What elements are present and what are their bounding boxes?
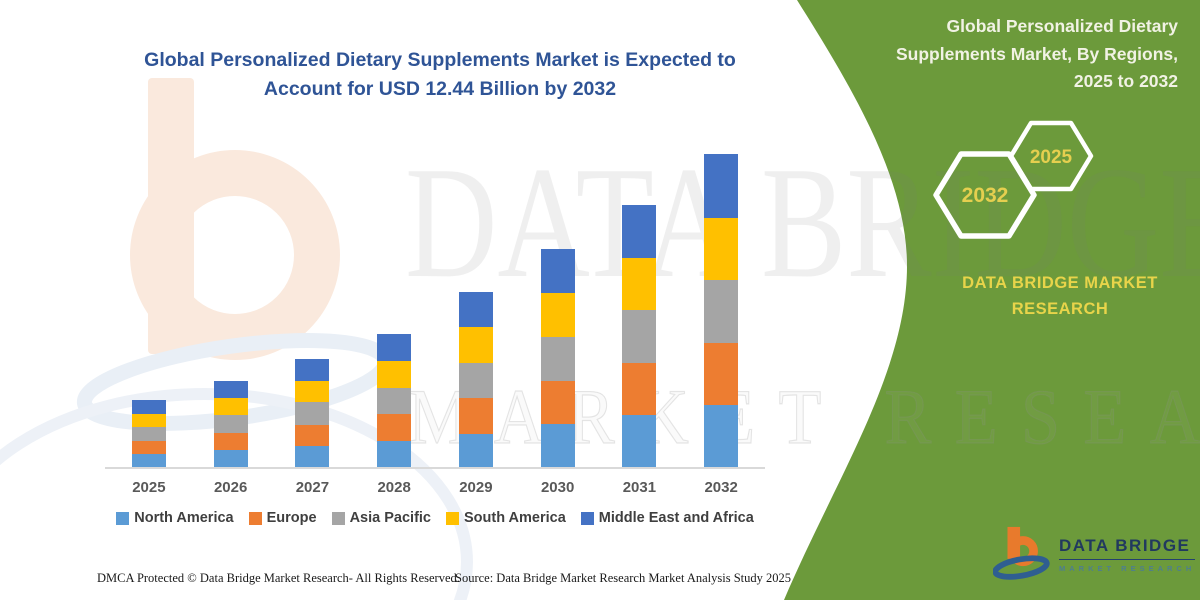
bar-segment [377, 361, 412, 388]
source-note: Source: Data Bridge Market Research Mark… [455, 571, 792, 585]
stacked-bar-2030 [540, 248, 575, 467]
bar-segment [622, 205, 657, 258]
bar-segment [377, 334, 412, 362]
logo-text: DATA BRIDGE MARKET RESEARCH [1059, 536, 1196, 573]
bar-segment [131, 413, 166, 428]
bar-segment [540, 293, 575, 337]
x-axis-line [105, 467, 765, 469]
legend-item: Middle East and Africa [580, 510, 754, 526]
bar-segment [704, 153, 739, 218]
bar-segment [295, 359, 330, 381]
stacked-bar-2028 [377, 334, 412, 467]
bar-segment [213, 380, 248, 399]
bar-segment [622, 363, 657, 415]
bar-segment [377, 441, 412, 467]
legend-label: North America [134, 510, 234, 526]
hexagon-2032-label: 2032 [962, 184, 1009, 207]
side-panel-title: Global Personalized Dietary Supplements … [895, 16, 1178, 91]
hexagon-2025-outline [1008, 120, 1094, 192]
bar-segment [704, 404, 739, 467]
legend-label: Europe [266, 510, 317, 526]
bar-segment [377, 414, 412, 442]
panel-brand-text: DATA BRIDGE MARKET RESEARCH [962, 274, 1158, 318]
bar-segment [704, 342, 739, 405]
bar-segment [704, 280, 739, 343]
legend-item: Europe [248, 510, 317, 526]
bar-segment [458, 433, 493, 467]
x-axis-label: 2028 [377, 479, 411, 496]
x-axis-label: 2031 [622, 479, 657, 496]
bar-segment [622, 414, 657, 467]
bar-segment [131, 453, 166, 467]
x-axis-labels: 2025 2026 2027 2028 2029 2030 2031 2032 [108, 479, 762, 496]
stacked-bar-2027 [295, 359, 330, 467]
stacked-bar-2032 [704, 153, 739, 467]
data-bridge-logo-icon [993, 526, 1050, 580]
bar-segment [622, 257, 657, 311]
bar-segment [540, 380, 575, 425]
x-axis-label: 2029 [459, 479, 493, 496]
chart-title: Global Personalized Dietary Supplements … [144, 49, 736, 100]
green-panel-shape [784, 0, 1200, 600]
x-axis-label: 2025 [132, 479, 166, 496]
bar-segment [213, 432, 248, 450]
logo-tagline: MARKET RESEARCH [1059, 563, 1196, 573]
legend-swatch-icon [580, 511, 594, 525]
hexagon-badges: 2032 2025 [933, 120, 1094, 239]
legend-item: Asia Pacific [331, 510, 431, 526]
bar-segment [458, 327, 493, 363]
legend-item: South America [446, 510, 566, 526]
data-bridge-logo: DATA BRIDGE MARKET RESEARCH [993, 524, 1196, 584]
bar-segment [458, 362, 493, 398]
bar-segment [295, 380, 330, 403]
x-axis-label: 2030 [540, 479, 575, 496]
bars-row [108, 147, 762, 467]
legend: North America Europe Asia Pacific South Ame… [108, 510, 762, 526]
bar-segment [213, 449, 248, 467]
bar-segment [213, 398, 248, 416]
stacked-bar-2029 [458, 291, 493, 467]
bar-segment [540, 336, 575, 381]
bar-segment [131, 399, 166, 414]
stacked-bar-2026 [213, 380, 248, 467]
bar-segment [131, 427, 166, 441]
x-axis-label: 2027 [295, 479, 330, 496]
hexagon-2025-label: 2025 [1030, 147, 1073, 168]
logo-swoosh [993, 555, 1050, 580]
bar-segment [295, 445, 330, 467]
hexagon-2032-outline [933, 151, 1037, 239]
x-axis-label: 2026 [213, 479, 248, 496]
legend-swatch-icon [446, 511, 459, 525]
legend-swatch-icon [248, 511, 262, 525]
bar-segment [540, 248, 575, 294]
legend-swatch-icon [331, 511, 345, 525]
legend-label: South America [464, 510, 566, 526]
legend-label: Asia Pacific [349, 510, 431, 526]
legend-label: Middle East and Africa [598, 510, 754, 526]
legend-item: North America [116, 510, 234, 526]
x-axis-label: 2032 [704, 479, 738, 496]
bar-segment [540, 424, 575, 467]
bar-segment [704, 217, 739, 280]
bar-segment [295, 424, 330, 446]
bar-segment [377, 387, 412, 415]
dmca-notice: DMCA Protected © Data Bridge Market Rese… [97, 571, 460, 585]
legend-swatch-icon [116, 511, 130, 525]
stacked-bar-2025 [131, 399, 166, 467]
bar-segment [213, 415, 248, 433]
bar-segment [458, 397, 493, 434]
bar-segment [295, 402, 330, 425]
bar-segment [131, 440, 166, 454]
bar-segment [458, 291, 493, 328]
logo-name: DATA BRIDGE [1059, 536, 1196, 560]
stacked-bar-2031 [622, 205, 657, 467]
bar-segment [622, 310, 657, 364]
